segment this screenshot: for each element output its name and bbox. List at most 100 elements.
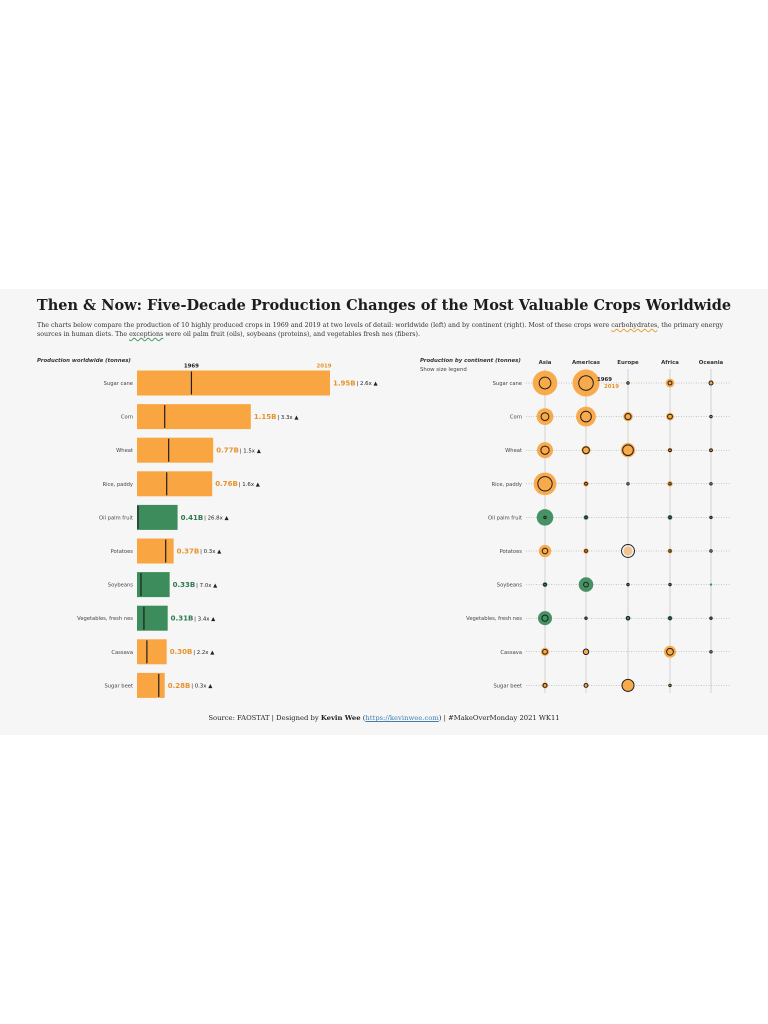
dot-row-label: Sugar cane (493, 381, 522, 387)
bar-2019 (137, 572, 170, 598)
bar-category-label: Wheat (116, 448, 133, 454)
bar-change-label: | 1.5x ▲ (240, 448, 262, 454)
dot-1969-ring (708, 380, 714, 386)
subtitle-carbohydrates: carbohydrates (611, 322, 658, 329)
footer-source: Source: FAOSTAT | Designed by (208, 714, 321, 722)
footer: Source: FAOSTAT | Designed by Kevin Wee … (0, 714, 768, 722)
bar-2019 (137, 639, 167, 665)
bar-year-2019-label: 2019 (316, 364, 331, 370)
dot-1969-ring (538, 376, 552, 390)
bar-value-label: 0.33B (173, 581, 196, 589)
dot-1969-ring (540, 445, 550, 455)
dot-row-label: Vegetables, fresh nes (466, 616, 522, 622)
footer-author: Kevin Wee (320, 714, 361, 722)
dot-2019 (540, 647, 550, 656)
bar-category-label: Soybeans (108, 583, 133, 589)
dot-1969-ring (542, 648, 548, 655)
dot-2019 (622, 679, 634, 692)
dot-1969-ring (709, 515, 713, 520)
bar-2019 (137, 672, 165, 698)
bar-2019 (137, 404, 251, 430)
right-chart-label: Production by continent (tonnes) (420, 358, 521, 364)
dot-1969-ring (668, 683, 672, 688)
dot-1969-ring (621, 544, 635, 558)
dot-row-label: Cassava (500, 650, 522, 656)
dot-row-label: Rice, paddy (491, 482, 522, 488)
footer-link[interactable]: https://kevinwee.com (365, 714, 439, 722)
dot-1969-ring (626, 381, 630, 385)
bar-value-label: 1.95B (333, 379, 356, 387)
size-legend-toggle[interactable]: Show size legend (420, 367, 467, 373)
dot-1969-ring (582, 648, 590, 656)
dot-1969-ring (709, 448, 713, 453)
dot-1969-ring (667, 413, 673, 420)
dot-1969-ring (584, 616, 588, 620)
page-subtitle: The charts below compare the production … (37, 321, 749, 339)
bar-2019 (137, 605, 168, 631)
bar-2019 (137, 471, 213, 497)
dot-1969-ring (541, 614, 549, 622)
dot-1969-ring (584, 481, 588, 486)
dot-2019 (583, 481, 589, 487)
bar-change-label: | 26.8x ▲ (204, 516, 229, 522)
subtitle-part-3: were oil palm fruit (oils), soybeans (pr… (163, 331, 420, 338)
dot-2019 (578, 577, 594, 592)
charts-svg: Sugar cane 1.95B | 2.6x ▲ Corn 1.15B | 3.3x ▲… (77, 360, 730, 698)
dot-2019 (533, 472, 557, 496)
bar-category-label: Sugar cane (104, 381, 133, 387)
dot-2019 (665, 378, 675, 388)
bar-value-label: 0.31B (171, 615, 194, 623)
dot-1969-ring (578, 375, 594, 391)
dot-1969-ring (584, 515, 588, 520)
dot-1969-ring (583, 682, 589, 688)
dot-1969-ring (625, 616, 631, 621)
dot-1969-ring (666, 647, 674, 656)
subtitle-part-2: , the primary energy sources in human di… (37, 322, 724, 338)
bar-category-label: Corn (121, 415, 133, 421)
dot-column-header: Africa (661, 360, 679, 366)
bar-change-label: | 3.3x ▲ (277, 415, 299, 421)
bar-category-label: Oil palm fruit (99, 515, 133, 521)
dot-1969-ring (541, 547, 549, 555)
dot-1969-ring (543, 582, 547, 587)
bar-change-label: | 3.4x ▲ (194, 616, 216, 622)
dot-2019 (623, 546, 633, 556)
dot-row-label: Sugar beet (493, 683, 522, 689)
dot-1969-ring (626, 582, 630, 587)
footer-paren-open: ( (360, 714, 366, 722)
dot-2019 (583, 649, 589, 655)
dot-1969-ring (543, 515, 547, 520)
dot-2019 (536, 408, 554, 425)
dot-2019 (536, 442, 554, 459)
dot-1969-ring (668, 549, 672, 553)
dot-1969-ring (582, 446, 590, 455)
bar-year-1969-label: 1969 (184, 364, 199, 370)
dot-row-label: Wheat (505, 448, 522, 454)
dot-1969-ring (580, 410, 592, 423)
bar-category-label: Cassava (111, 650, 133, 656)
dashboard-panel: Then & Now: Five-Decade Production Chang… (0, 289, 768, 735)
dot-1969-ring (668, 482, 672, 486)
dot-1969-ring (537, 476, 553, 492)
dot-column-header: Oceania (699, 360, 724, 366)
dot-1969-ring (542, 682, 548, 688)
dot-1969-ring (709, 616, 713, 620)
dot-1969-ring (621, 678, 635, 692)
bar-2019 (137, 504, 178, 530)
dot-1969-ring (668, 515, 672, 520)
dot-1969-ring (540, 412, 550, 421)
dot-year-1969-label: 1969 (597, 377, 612, 383)
dot-row-label: Corn (510, 415, 522, 421)
dot-1969-ring (668, 448, 672, 453)
dot-1969-ring (624, 413, 632, 421)
bar-value-label: 0.76B (215, 480, 238, 488)
page-title: Then & Now: Five-Decade Production Chang… (36, 297, 732, 314)
bar-category-label: Rice, paddy (102, 482, 133, 488)
bar-category-label: Vegetables, fresh nes (77, 616, 133, 622)
subtitle-part-1: The charts below compare the production … (37, 322, 612, 329)
bar-value-label: 0.41B (181, 514, 204, 522)
bar-2019 (137, 370, 330, 396)
dot-1969-ring (709, 549, 713, 553)
dot-2019 (583, 548, 589, 554)
dot-1969-ring (668, 582, 672, 587)
